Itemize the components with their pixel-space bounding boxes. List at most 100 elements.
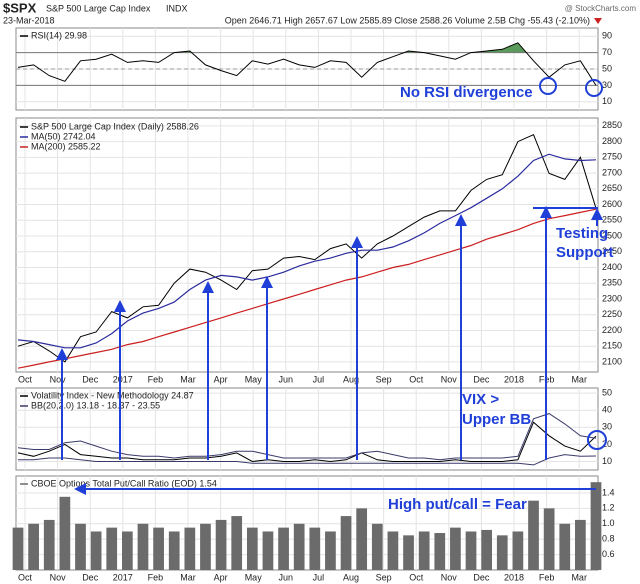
line (17, 413, 597, 461)
x-tick-label: Oct (18, 374, 33, 384)
credit: @ StockCharts.com (565, 4, 637, 13)
bar (28, 523, 39, 570)
annotation: High put/call = Fear (388, 496, 527, 513)
x-tick-label: Oct (409, 572, 424, 582)
y-tick-label: 2600 (602, 199, 622, 209)
bar (356, 508, 368, 570)
x-tick-label: Apr (214, 572, 228, 582)
bar (481, 529, 493, 570)
y-tick-label: 20 (602, 439, 612, 449)
legend-label: RSI(14) 29.98 (31, 30, 87, 40)
x-tick-label: May (245, 572, 263, 582)
x-tick-label: Nov (50, 572, 67, 582)
bar (90, 531, 102, 570)
legend-label: BB(20,2.0) 13.18 - 18.37 - 23.55 (31, 400, 160, 410)
bar (465, 531, 477, 570)
y-tick-label: 2300 (602, 293, 622, 303)
x-tick-label: Dec (473, 374, 490, 384)
bar (246, 527, 258, 570)
annotation: Testing (556, 225, 608, 242)
y-tick-label: 2400 (602, 262, 622, 272)
bar (293, 523, 305, 570)
y-tick-label: 70 (602, 47, 612, 57)
line (17, 134, 597, 363)
y-tick-label: 2450 (602, 246, 622, 256)
y-tick-label: 10 (602, 456, 612, 466)
bar (121, 531, 133, 570)
bar (168, 531, 180, 570)
bar (528, 500, 539, 570)
annotation: Support (556, 244, 614, 261)
y-tick-label: 2250 (602, 309, 622, 319)
y-tick-label: 1.0 (602, 518, 615, 528)
y-tick-label: 2500 (602, 230, 622, 240)
annotations-shapes (56, 77, 607, 495)
y-tick-label: 0.6 (602, 549, 615, 559)
annotation: No RSI divergence (400, 84, 533, 101)
legend-label: CBOE Options Total Put/Call Ratio (EOD) … (31, 478, 217, 488)
bar (309, 527, 321, 570)
x-tick-label: Mar (571, 572, 587, 582)
x-tick-label: Dec (82, 374, 99, 384)
x-tick-label: Aug (343, 374, 359, 384)
bar (450, 527, 461, 570)
date: 23-Mar-2018 (3, 15, 55, 25)
y-tick-label: 2650 (602, 183, 622, 193)
x-tick-label: Oct (409, 374, 424, 384)
circle (585, 79, 603, 97)
panel (15, 475, 599, 571)
x-tick-label: Nov (441, 572, 458, 582)
annotation: VIX > (462, 391, 499, 408)
bar (543, 508, 555, 570)
panel (15, 387, 599, 471)
x-tick-label: Jul (313, 374, 325, 384)
bar (43, 519, 55, 570)
legend-label: MA(50) 2742.04 (31, 131, 96, 141)
bar (403, 535, 414, 570)
x-tick-label: 2017 (113, 374, 133, 384)
y-tick-label: 2550 (602, 215, 622, 225)
line (17, 153, 597, 349)
y-tick-label: 2350 (602, 278, 622, 288)
bar (590, 482, 602, 570)
y-tick-label: 50 (602, 63, 612, 73)
y-tick-label: 0.8 (602, 534, 615, 544)
bar (512, 531, 524, 570)
exchange: INDX (166, 3, 188, 13)
x-tick-label: Feb (148, 374, 164, 384)
x-tick-label: Jun (279, 374, 294, 384)
x-tick-label: Jul (313, 572, 325, 582)
bar (325, 531, 336, 570)
bar (262, 531, 274, 570)
line (17, 421, 597, 463)
bar (231, 516, 243, 570)
x-tick-label: 2018 (504, 572, 524, 582)
bar (153, 527, 164, 570)
y-tick-label: 1.4 (602, 487, 615, 497)
y-tick-label: 90 (602, 31, 612, 41)
circle (539, 77, 557, 95)
y-tick-label: 2700 (602, 167, 622, 177)
panel (15, 117, 599, 373)
bar (75, 523, 86, 570)
annotation: Upper BB (462, 411, 531, 428)
x-tick-label: Mar (180, 374, 196, 384)
bar (215, 519, 227, 570)
bar (575, 519, 586, 570)
y-tick-label: 2200 (602, 325, 622, 335)
x-tick-label: 2017 (113, 572, 133, 582)
x-tick-label: May (245, 374, 263, 384)
y-tick-label: 40 (602, 405, 612, 415)
bar (434, 533, 446, 570)
bar (106, 527, 118, 570)
y-tick-label: 10 (602, 96, 612, 106)
bar (184, 527, 196, 570)
x-tick-label: Mar (571, 374, 587, 384)
x-tick-label: Sep (376, 374, 392, 384)
quote: Open 2646.71 High 2657.67 Low 2585.89 Cl… (225, 15, 590, 25)
x-tick-label: Aug (343, 572, 359, 582)
x-tick-label: Apr (214, 374, 228, 384)
circle (587, 430, 607, 450)
x-tick-label: Sep (376, 572, 392, 582)
bar (340, 516, 352, 570)
